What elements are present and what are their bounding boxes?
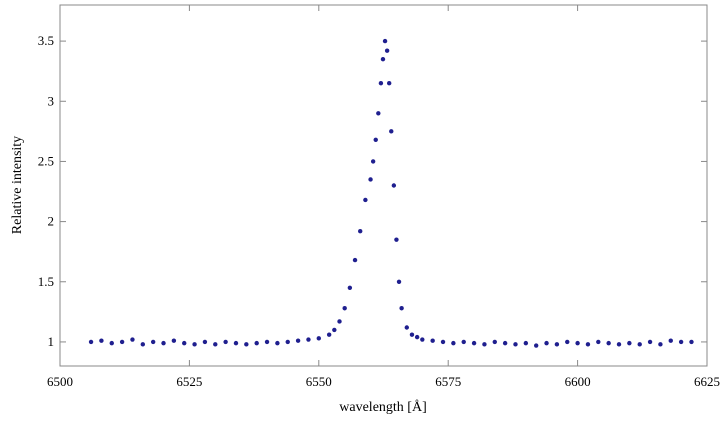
data-point — [414, 334, 420, 340]
data-point — [616, 342, 622, 347]
data-point — [140, 342, 146, 347]
data-point — [451, 340, 456, 346]
data-point — [585, 342, 591, 347]
data-point — [275, 340, 280, 346]
data-point — [606, 340, 611, 346]
x-tick-label: 6500 — [47, 374, 73, 389]
data-point — [492, 339, 497, 345]
data-point — [565, 339, 570, 345]
y-axis: 1 1.5 2 2.5 3 3.5 — [38, 33, 707, 349]
data-point — [295, 338, 301, 343]
data-point — [658, 342, 663, 347]
y-tick-label: 1.5 — [38, 274, 54, 289]
data-point — [326, 332, 332, 337]
data-point — [668, 338, 673, 343]
x-axis-title: wavelength [Å] — [339, 399, 426, 415]
data-point — [404, 325, 409, 330]
x-tick-label: 6550 — [306, 374, 332, 389]
data-point — [430, 338, 435, 343]
data-point — [244, 342, 249, 347]
data-point — [368, 177, 373, 182]
data-point — [689, 339, 694, 345]
data-series — [88, 38, 694, 348]
data-point — [109, 340, 114, 346]
data-point — [399, 306, 404, 311]
plot-frame — [59, 4, 708, 367]
data-point — [370, 159, 376, 164]
data-point — [502, 340, 508, 346]
data-point — [161, 340, 166, 346]
x-tick-label: 6625 — [694, 374, 720, 389]
y-tick-label: 1 — [48, 334, 55, 349]
data-point — [396, 279, 402, 284]
y-tick-label: 3.5 — [38, 33, 54, 48]
x-tick-label: 6600 — [565, 374, 591, 389]
data-point — [409, 332, 415, 337]
data-point — [382, 38, 388, 44]
data-point — [182, 340, 187, 346]
data-point — [596, 339, 601, 345]
data-point — [363, 197, 368, 203]
data-point — [678, 339, 684, 345]
data-point — [544, 340, 549, 346]
data-point — [627, 340, 632, 346]
data-point — [461, 339, 466, 345]
y-tick-label: 2.5 — [38, 153, 54, 168]
data-point — [378, 81, 384, 86]
data-point — [391, 183, 397, 188]
data-point — [533, 343, 539, 348]
data-point — [192, 342, 197, 347]
data-point — [332, 327, 337, 333]
data-point — [554, 342, 560, 347]
data-point — [376, 111, 381, 116]
x-tick-label: 6575 — [435, 374, 461, 389]
x-axis: 6500 6525 6550 6575 6600 6625 — [47, 5, 720, 389]
data-point — [316, 336, 321, 341]
data-point — [202, 339, 208, 345]
data-point — [342, 306, 347, 311]
data-point — [99, 338, 104, 343]
data-point — [254, 340, 259, 346]
data-point — [380, 56, 386, 62]
data-point — [171, 338, 177, 343]
data-point — [347, 285, 353, 290]
data-point — [285, 339, 290, 345]
data-point — [306, 337, 311, 342]
y-tick-label: 2 — [48, 214, 55, 229]
x-tick-label: 6525 — [176, 374, 202, 389]
data-point — [471, 340, 477, 346]
y-tick-label: 3 — [48, 93, 55, 108]
data-point — [386, 81, 392, 86]
data-point — [150, 339, 156, 345]
data-point — [373, 137, 378, 142]
data-point — [213, 342, 218, 347]
data-point — [637, 342, 642, 347]
data-point — [223, 339, 228, 345]
data-point — [352, 257, 358, 263]
data-point — [358, 229, 363, 234]
data-point — [233, 340, 239, 346]
data-point — [420, 337, 425, 342]
data-point — [482, 342, 487, 347]
y-axis-title: Relative intensity — [10, 136, 25, 234]
data-point — [575, 340, 580, 346]
data-point — [384, 48, 390, 53]
data-point — [513, 342, 518, 347]
data-point — [440, 339, 446, 345]
data-point — [389, 129, 394, 134]
data-point — [394, 237, 399, 242]
data-point — [647, 339, 653, 345]
data-point — [130, 337, 135, 342]
data-point — [119, 339, 125, 345]
data-point — [523, 340, 529, 346]
data-point — [264, 339, 270, 345]
data-point — [88, 339, 94, 345]
data-point — [337, 319, 342, 324]
